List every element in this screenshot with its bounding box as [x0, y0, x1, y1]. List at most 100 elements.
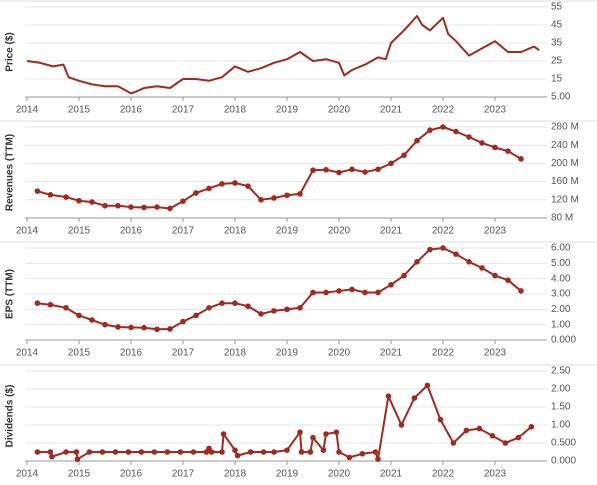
- y-tick-label: 5.00: [551, 92, 571, 103]
- data-point: [284, 192, 290, 199]
- x-tick-label: 2022: [432, 226, 455, 237]
- x-tick-label: 2016: [120, 348, 143, 359]
- data-point: [323, 431, 329, 437]
- data-point: [177, 449, 184, 455]
- data-point: [492, 144, 498, 151]
- data-point: [427, 127, 433, 133]
- x-tick-label: 2015: [68, 469, 91, 480]
- x-tick-label: 2022: [432, 469, 455, 480]
- data-point: [284, 447, 290, 454]
- data-point: [220, 431, 227, 437]
- x-tick-label: 2017: [172, 469, 195, 480]
- data-line: [37, 247, 522, 331]
- data-point: [74, 456, 81, 463]
- y-axis-label: Price ($): [5, 32, 16, 71]
- y-tick-label: 25: [551, 56, 563, 67]
- data-point: [492, 272, 498, 279]
- x-tick-label: 2015: [68, 226, 91, 237]
- x-tick-label: 2022: [432, 105, 455, 116]
- data-point: [388, 282, 394, 288]
- x-tick-label: 2017: [172, 226, 195, 237]
- data-point: [298, 449, 305, 455]
- data-point: [86, 449, 93, 455]
- x-tick-label: 2019: [276, 469, 299, 480]
- data-point: [359, 451, 366, 457]
- data-point: [232, 447, 238, 454]
- data-point: [401, 152, 407, 159]
- data-point: [349, 286, 355, 293]
- data-point: [34, 449, 41, 455]
- data-point: [362, 289, 368, 296]
- data-point: [167, 326, 173, 332]
- data-point: [125, 449, 132, 455]
- data-point: [414, 137, 420, 144]
- x-tick-label: 2020: [328, 226, 351, 237]
- y-tick-label: 80 M: [551, 213, 573, 224]
- data-point: [260, 449, 267, 455]
- data-point: [115, 202, 121, 209]
- data-point: [284, 306, 290, 313]
- data-point: [128, 324, 134, 331]
- data-point: [453, 128, 459, 135]
- y-tick-label: 3.00: [551, 289, 571, 300]
- data-point: [336, 169, 342, 176]
- data-point: [63, 449, 69, 455]
- x-tick-label: 2016: [120, 105, 143, 116]
- y-tick-label: 1.50: [551, 402, 571, 413]
- x-tick-label: 2015: [68, 105, 91, 116]
- data-line: [26, 15, 540, 95]
- data-point: [310, 167, 316, 174]
- data-point: [89, 199, 95, 205]
- x-tick-label: 2020: [328, 348, 351, 359]
- x-tick-label: 2023: [484, 105, 507, 116]
- data-point: [476, 425, 483, 432]
- y-tick-label: 35: [551, 38, 563, 49]
- x-tick-label: 2019: [276, 105, 299, 116]
- data-point: [47, 449, 54, 455]
- data-point: [346, 454, 353, 461]
- data-point: [258, 311, 264, 317]
- data-point: [463, 427, 470, 434]
- data-point: [479, 140, 485, 146]
- data-point: [466, 134, 472, 140]
- y-tick-label: 2.00: [551, 304, 571, 315]
- data-point: [247, 449, 254, 455]
- data-point: [375, 289, 381, 296]
- data-point: [505, 277, 511, 284]
- data-point: [450, 440, 457, 446]
- data-point: [437, 416, 444, 423]
- data-point: [208, 449, 215, 455]
- y-tick-label: 2.50: [551, 366, 571, 377]
- x-tick-label: 2016: [120, 469, 143, 480]
- y-tick-label: 2.00: [551, 384, 571, 395]
- data-point: [49, 453, 55, 460]
- data-point: [489, 433, 496, 439]
- data-point: [63, 305, 69, 311]
- data-point: [505, 148, 511, 154]
- data-point: [271, 449, 277, 455]
- x-tick-label: 2015: [68, 348, 91, 359]
- data-point: [362, 169, 368, 175]
- y-tick-label: 5.00: [551, 258, 571, 269]
- data-point: [141, 204, 147, 211]
- x-tick-label: 2021: [380, 105, 403, 116]
- x-tick-label: 2014: [16, 469, 39, 480]
- data-point: [234, 452, 241, 459]
- data-point: [47, 191, 54, 198]
- data-point: [440, 124, 446, 130]
- data-point: [323, 166, 329, 173]
- data-point: [219, 181, 225, 187]
- x-tick-label: 2021: [380, 469, 403, 480]
- y-tick-label: 0.500: [551, 438, 576, 449]
- x-tick-label: 2020: [328, 469, 351, 480]
- y-tick-label: 160 M: [551, 176, 579, 187]
- data-point: [401, 272, 407, 279]
- x-tick-label: 2014: [16, 226, 39, 237]
- data-point: [245, 303, 251, 310]
- data-point: [372, 449, 379, 455]
- data-point: [297, 429, 303, 436]
- data-point: [89, 317, 95, 323]
- y-tick-label: 0.000: [551, 335, 576, 346]
